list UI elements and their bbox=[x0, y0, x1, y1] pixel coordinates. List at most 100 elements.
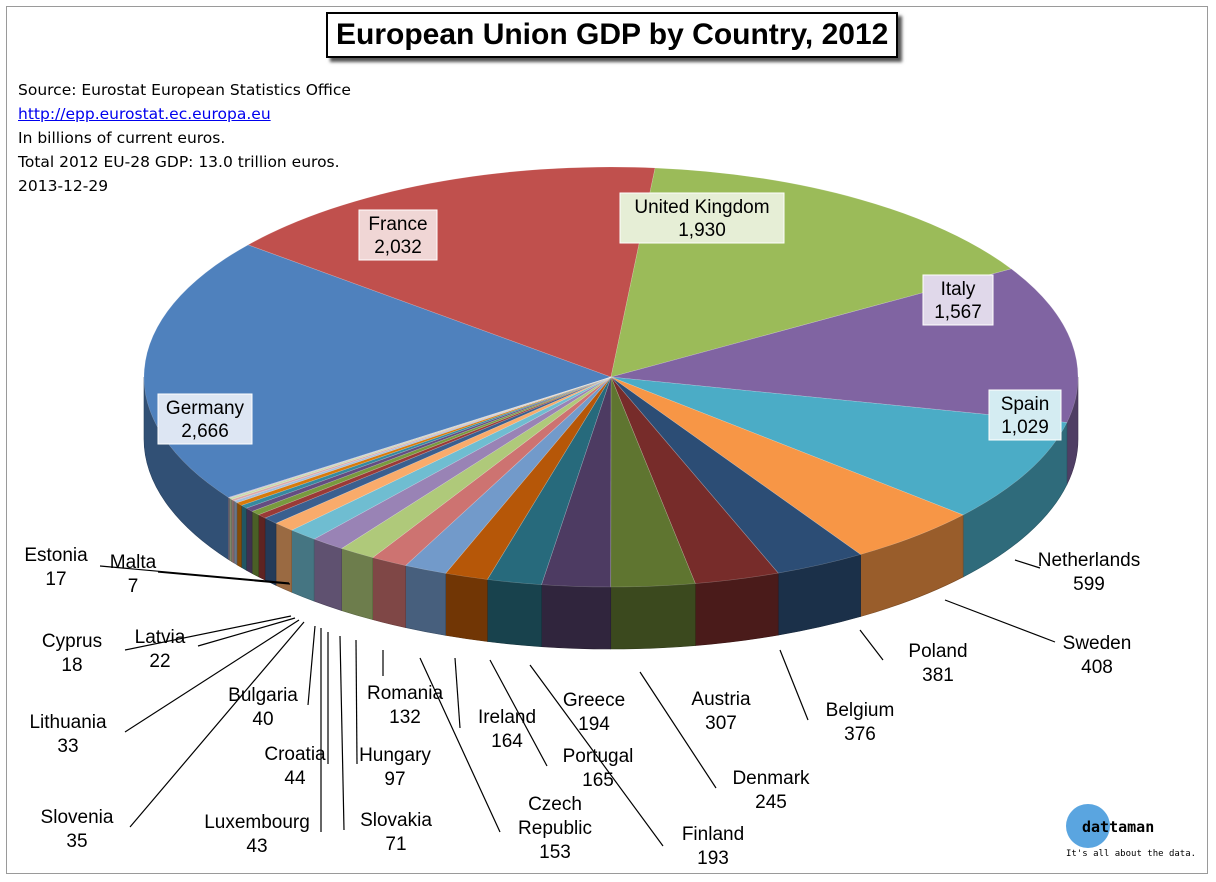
label-value-cyprus: 18 bbox=[61, 655, 82, 676]
slice-luxembourg[interactable] bbox=[257, 376, 612, 519]
dattaman-logo: dattaman It's all about the data. bbox=[1062, 804, 1212, 866]
leader-line-slovenia bbox=[129, 621, 305, 828]
slice-ireland[interactable] bbox=[340, 376, 612, 558]
leader-line-denmark bbox=[639, 671, 717, 789]
label-name-france: France bbox=[368, 214, 427, 235]
label-value-austria: 307 bbox=[705, 713, 737, 734]
slice-czech-republic[interactable] bbox=[313, 376, 612, 549]
label-name-czech-republic-part-1: Republic bbox=[518, 818, 592, 839]
leader-line-cyprus bbox=[124, 615, 292, 651]
label-value-belgium: 376 bbox=[844, 724, 876, 745]
slice-germany[interactable] bbox=[143, 244, 612, 498]
slice-sweden[interactable] bbox=[610, 376, 862, 574]
slice-poland[interactable] bbox=[610, 376, 779, 584]
label-value-denmark: 245 bbox=[755, 792, 787, 813]
label-value-slovakia: 71 bbox=[385, 834, 406, 855]
units-note: In billions of current euros. bbox=[18, 129, 226, 147]
leader-line-lithuania bbox=[124, 619, 300, 733]
source-line: Source: Eurostat European Statistics Off… bbox=[18, 81, 351, 99]
slice-side-croatia bbox=[251, 510, 259, 578]
slice-side-bulgaria bbox=[246, 507, 253, 574]
leader-line-poland bbox=[859, 629, 884, 661]
label-name-malta: Malta bbox=[110, 552, 157, 573]
slice-spain[interactable] bbox=[610, 376, 1068, 516]
logo-name: dattaman bbox=[1082, 818, 1155, 836]
label-name-slovenia: Slovenia bbox=[41, 807, 114, 828]
slice-portugal[interactable] bbox=[372, 376, 612, 566]
leader-line-ireland bbox=[454, 657, 461, 729]
label-value-bulgaria: 40 bbox=[252, 709, 273, 730]
leader-line-portugal bbox=[489, 659, 548, 767]
slice-bulgaria[interactable] bbox=[245, 376, 612, 512]
label-name-ireland: Ireland bbox=[478, 707, 536, 728]
slice-netherlands[interactable] bbox=[610, 376, 964, 555]
label-name-netherlands: Netherlands bbox=[1038, 550, 1140, 571]
slice-estonia[interactable] bbox=[228, 376, 612, 500]
slice-slovakia[interactable] bbox=[264, 376, 612, 524]
leader-line-latvia bbox=[197, 617, 296, 647]
leader-line-hungary bbox=[355, 639, 358, 765]
label-name-portugal: Portugal bbox=[563, 746, 634, 767]
slice-slovenia[interactable] bbox=[240, 376, 612, 509]
leader-line-belgium bbox=[779, 649, 809, 721]
chart-title: European Union GDP by Country, 2012 bbox=[326, 12, 899, 58]
slice-side-estonia bbox=[229, 497, 232, 562]
label-name-italy: Italy bbox=[941, 279, 976, 300]
slice-side-belgium bbox=[610, 583, 696, 650]
total-note: Total 2012 EU-28 GDP: 13.0 trillion euro… bbox=[18, 153, 340, 171]
slice-side-romania bbox=[291, 529, 315, 602]
slice-cyprus[interactable] bbox=[230, 376, 612, 502]
label-box-spain bbox=[988, 389, 1062, 441]
label-name-spain: Spain bbox=[1001, 394, 1050, 415]
slice-side-ireland bbox=[341, 548, 374, 620]
slice-side-austria bbox=[541, 584, 612, 650]
leader-line-finland bbox=[529, 664, 664, 847]
label-value-sweden: 408 bbox=[1081, 657, 1113, 678]
slice-austria[interactable] bbox=[541, 376, 612, 588]
leader-line-netherlands bbox=[1014, 559, 1041, 569]
slice-denmark[interactable] bbox=[486, 376, 612, 585]
slice-latvia[interactable] bbox=[233, 376, 612, 504]
slice-hungary[interactable] bbox=[275, 376, 612, 531]
label-box-italy bbox=[922, 274, 994, 326]
label-value-malta: 7 bbox=[128, 576, 139, 597]
slice-greece[interactable] bbox=[445, 376, 612, 580]
slice-france[interactable] bbox=[247, 166, 656, 378]
slice-lithuania[interactable] bbox=[236, 376, 612, 506]
label-name-romania: Romania bbox=[367, 683, 443, 704]
slice-belgium[interactable] bbox=[610, 376, 696, 588]
slice-side-lithuania bbox=[236, 502, 242, 568]
label-name-sweden: Sweden bbox=[1063, 633, 1132, 654]
logo-tagline: It's all about the data. bbox=[1066, 849, 1197, 859]
logo-circle bbox=[1066, 804, 1110, 848]
label-name-germany: Germany bbox=[166, 398, 245, 419]
slice-side-czech-republic bbox=[313, 538, 342, 611]
label-value-finland: 193 bbox=[697, 848, 729, 869]
label-value-greece: 194 bbox=[578, 714, 610, 735]
label-value-spain: 1,029 bbox=[1001, 417, 1049, 438]
label-name-lithuania: Lithuania bbox=[29, 712, 107, 733]
slice-malta[interactable] bbox=[227, 376, 612, 499]
slice-side-portugal bbox=[372, 557, 406, 628]
slice-side-greece bbox=[445, 573, 488, 642]
label-value-lithuania: 33 bbox=[57, 736, 78, 757]
label-box-france bbox=[358, 209, 438, 261]
label-value-hungary: 97 bbox=[384, 769, 405, 790]
label-value-france: 2,032 bbox=[374, 237, 422, 258]
slice-finland[interactable] bbox=[404, 376, 612, 574]
label-value-germany: 2,666 bbox=[181, 421, 229, 442]
leader-line-estonia bbox=[99, 565, 290, 584]
slice-side-slovakia bbox=[264, 517, 277, 586]
label-name-luxembourg: Luxembourg bbox=[204, 812, 310, 833]
slice-croatia[interactable] bbox=[251, 376, 612, 516]
slice-side-cyprus bbox=[231, 498, 235, 564]
label-box-germany bbox=[157, 393, 253, 445]
label-name-cyprus: Cyprus bbox=[42, 631, 102, 652]
label-name-austria: Austria bbox=[691, 689, 751, 710]
slice-romania[interactable] bbox=[290, 376, 612, 540]
label-name-united-kingdom: United Kingdom bbox=[634, 197, 769, 218]
slice-side-latvia bbox=[233, 500, 238, 566]
label-value-luxembourg: 43 bbox=[246, 836, 267, 857]
source-link[interactable]: http://epp.eurostat.ec.europa.eu bbox=[18, 105, 271, 123]
